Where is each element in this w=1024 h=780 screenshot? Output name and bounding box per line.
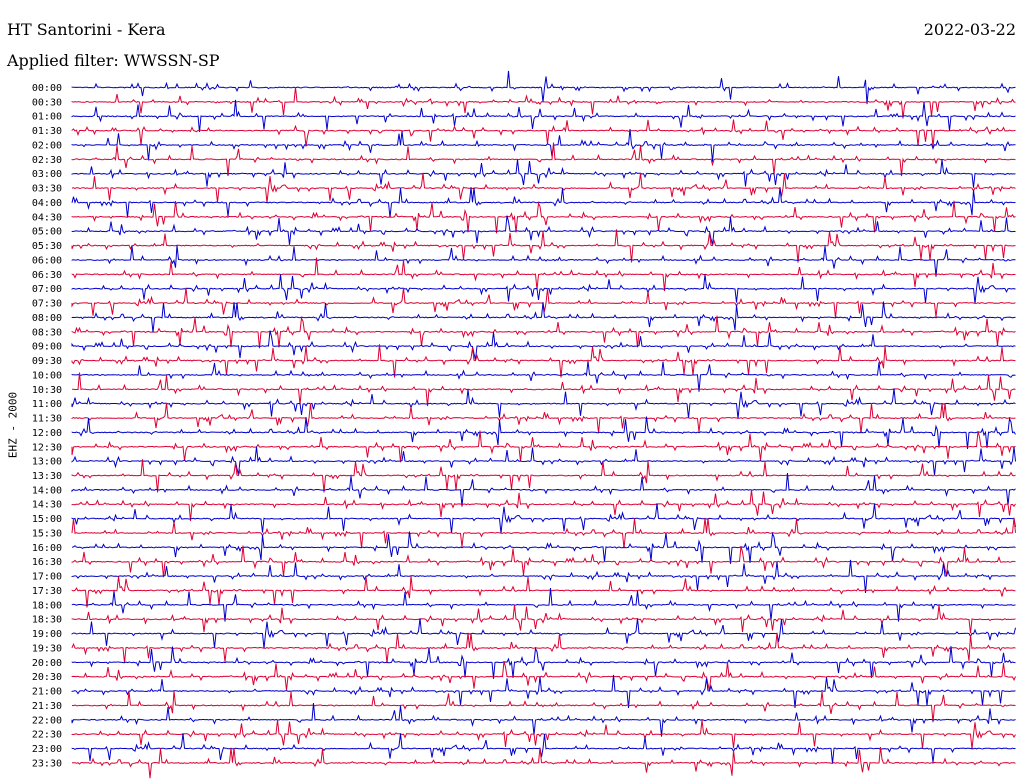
seismogram-trace [71,531,1016,564]
row-time-label: 13:30 [32,471,62,482]
row-time-label: 23:00 [32,744,62,755]
seismogram-trace [71,473,1016,507]
seismogram-trace [71,632,1016,664]
seismogram-trace [71,159,1016,188]
seismogram-trace [71,119,1016,148]
row-time-label: 15:00 [32,514,62,525]
seismogram-trace [71,702,1016,737]
seismogram-trace [71,517,1016,549]
seismogram-trace [71,545,1016,578]
seismogram-trace [71,559,1016,594]
seismogram-trace [71,87,1016,119]
seismogram-trace [71,315,1016,349]
row-time-label: 18:00 [32,600,62,611]
row-time-label: 18:30 [32,615,62,626]
row-time-label: 05:30 [32,241,62,252]
seismogram-trace [71,70,1016,105]
row-time-label: 01:00 [32,112,62,123]
row-time-label: 04:00 [32,198,62,209]
station-title: HT Santorini - Kera [7,20,166,39]
row-time-label: 20:00 [32,658,62,669]
seismogram-trace [71,187,1016,218]
row-time-label: 09:00 [32,342,62,353]
row-time-label: 03:30 [32,184,62,195]
row-time-label: 06:00 [32,255,62,266]
row-time-label: 16:30 [32,557,62,568]
row-time-label: 16:00 [32,543,62,554]
row-time-label: 19:00 [32,629,62,640]
seismogram-trace [71,430,1016,463]
row-time-label: 02:00 [32,140,62,151]
row-time-label: 17:00 [32,572,62,583]
seismogram-trace [71,142,1016,177]
seismogram-trace [71,719,1016,750]
row-time-label: 12:00 [32,428,62,439]
seismogram-trace [71,690,1016,723]
seismogram-trace [71,503,1016,534]
row-time-label: 10:00 [32,370,62,381]
seismogram-trace [71,360,1016,392]
seismogram-trace [71,747,1016,779]
seismogram-trace [71,200,1016,234]
row-time-label: 11:30 [32,414,62,425]
row-time-label: 07:00 [32,284,62,295]
seismogram-trace [71,733,1016,764]
seismogram-trace [71,257,1016,292]
row-time-label: 09:30 [32,356,62,367]
seismogram-trace [71,274,1016,304]
row-time-label: 21:30 [32,701,62,712]
seismogram-trace [71,587,1016,622]
seismogram-trace [71,575,1016,608]
seismogram-trace [71,660,1016,691]
row-time-label: 22:30 [32,730,62,741]
row-time-label: 00:30 [32,97,62,108]
row-time-label: 21:00 [32,687,62,698]
seismogram-trace [71,330,1016,360]
seismogram-trace [71,646,1016,679]
row-time-label: 08:00 [32,313,62,324]
row-time-label: 07:30 [32,299,62,310]
seismogram-trace [71,618,1016,649]
row-time-label: 05:00 [32,227,62,238]
row-time-label: 04:30 [32,212,62,223]
row-time-label: 20:30 [32,672,62,683]
row-time-label: 00:00 [32,83,62,94]
seismogram-trace [71,402,1016,434]
seismogram-trace [71,459,1016,493]
row-time-label: 10:30 [32,385,62,396]
seismogram-trace [71,344,1016,378]
seismogram-trace [71,489,1016,522]
seismogram-trace [71,229,1016,263]
row-time-label: 08:30 [32,327,62,338]
row-time-label: 03:00 [32,169,62,180]
row-time-label: 13:00 [32,457,62,468]
row-time-label: 12:30 [32,442,62,453]
seismogram-trace [71,674,1016,709]
row-time-label: 17:30 [32,586,62,597]
seismogram-trace [71,129,1016,162]
row-time-label: 01:30 [32,126,62,137]
seismogram-trace [71,172,1016,204]
seismogram-trace [71,301,1016,333]
row-time-label: 14:00 [32,485,62,496]
row-time-label: 06:30 [32,270,62,281]
filter-label: Applied filter: WWSSN-SP [7,51,220,70]
row-time-label: 23:30 [32,758,62,769]
seismogram-trace [71,99,1016,132]
seismogram-trace [71,446,1016,476]
row-time-label: 19:30 [32,643,62,654]
seismogram-trace [72,372,1016,407]
row-time-label: 11:00 [32,399,62,410]
date-label: 2022-03-22 [923,20,1016,39]
seismogram-trace [71,416,1016,449]
row-time-label: 02:30 [32,155,62,166]
seismogram-trace [71,604,1016,634]
row-time-label: 15:30 [32,528,62,539]
seismogram-trace [71,388,1016,419]
seismogram-trace [71,245,1016,277]
row-time-label: 22:00 [32,715,62,726]
row-time-label: 14:30 [32,500,62,511]
